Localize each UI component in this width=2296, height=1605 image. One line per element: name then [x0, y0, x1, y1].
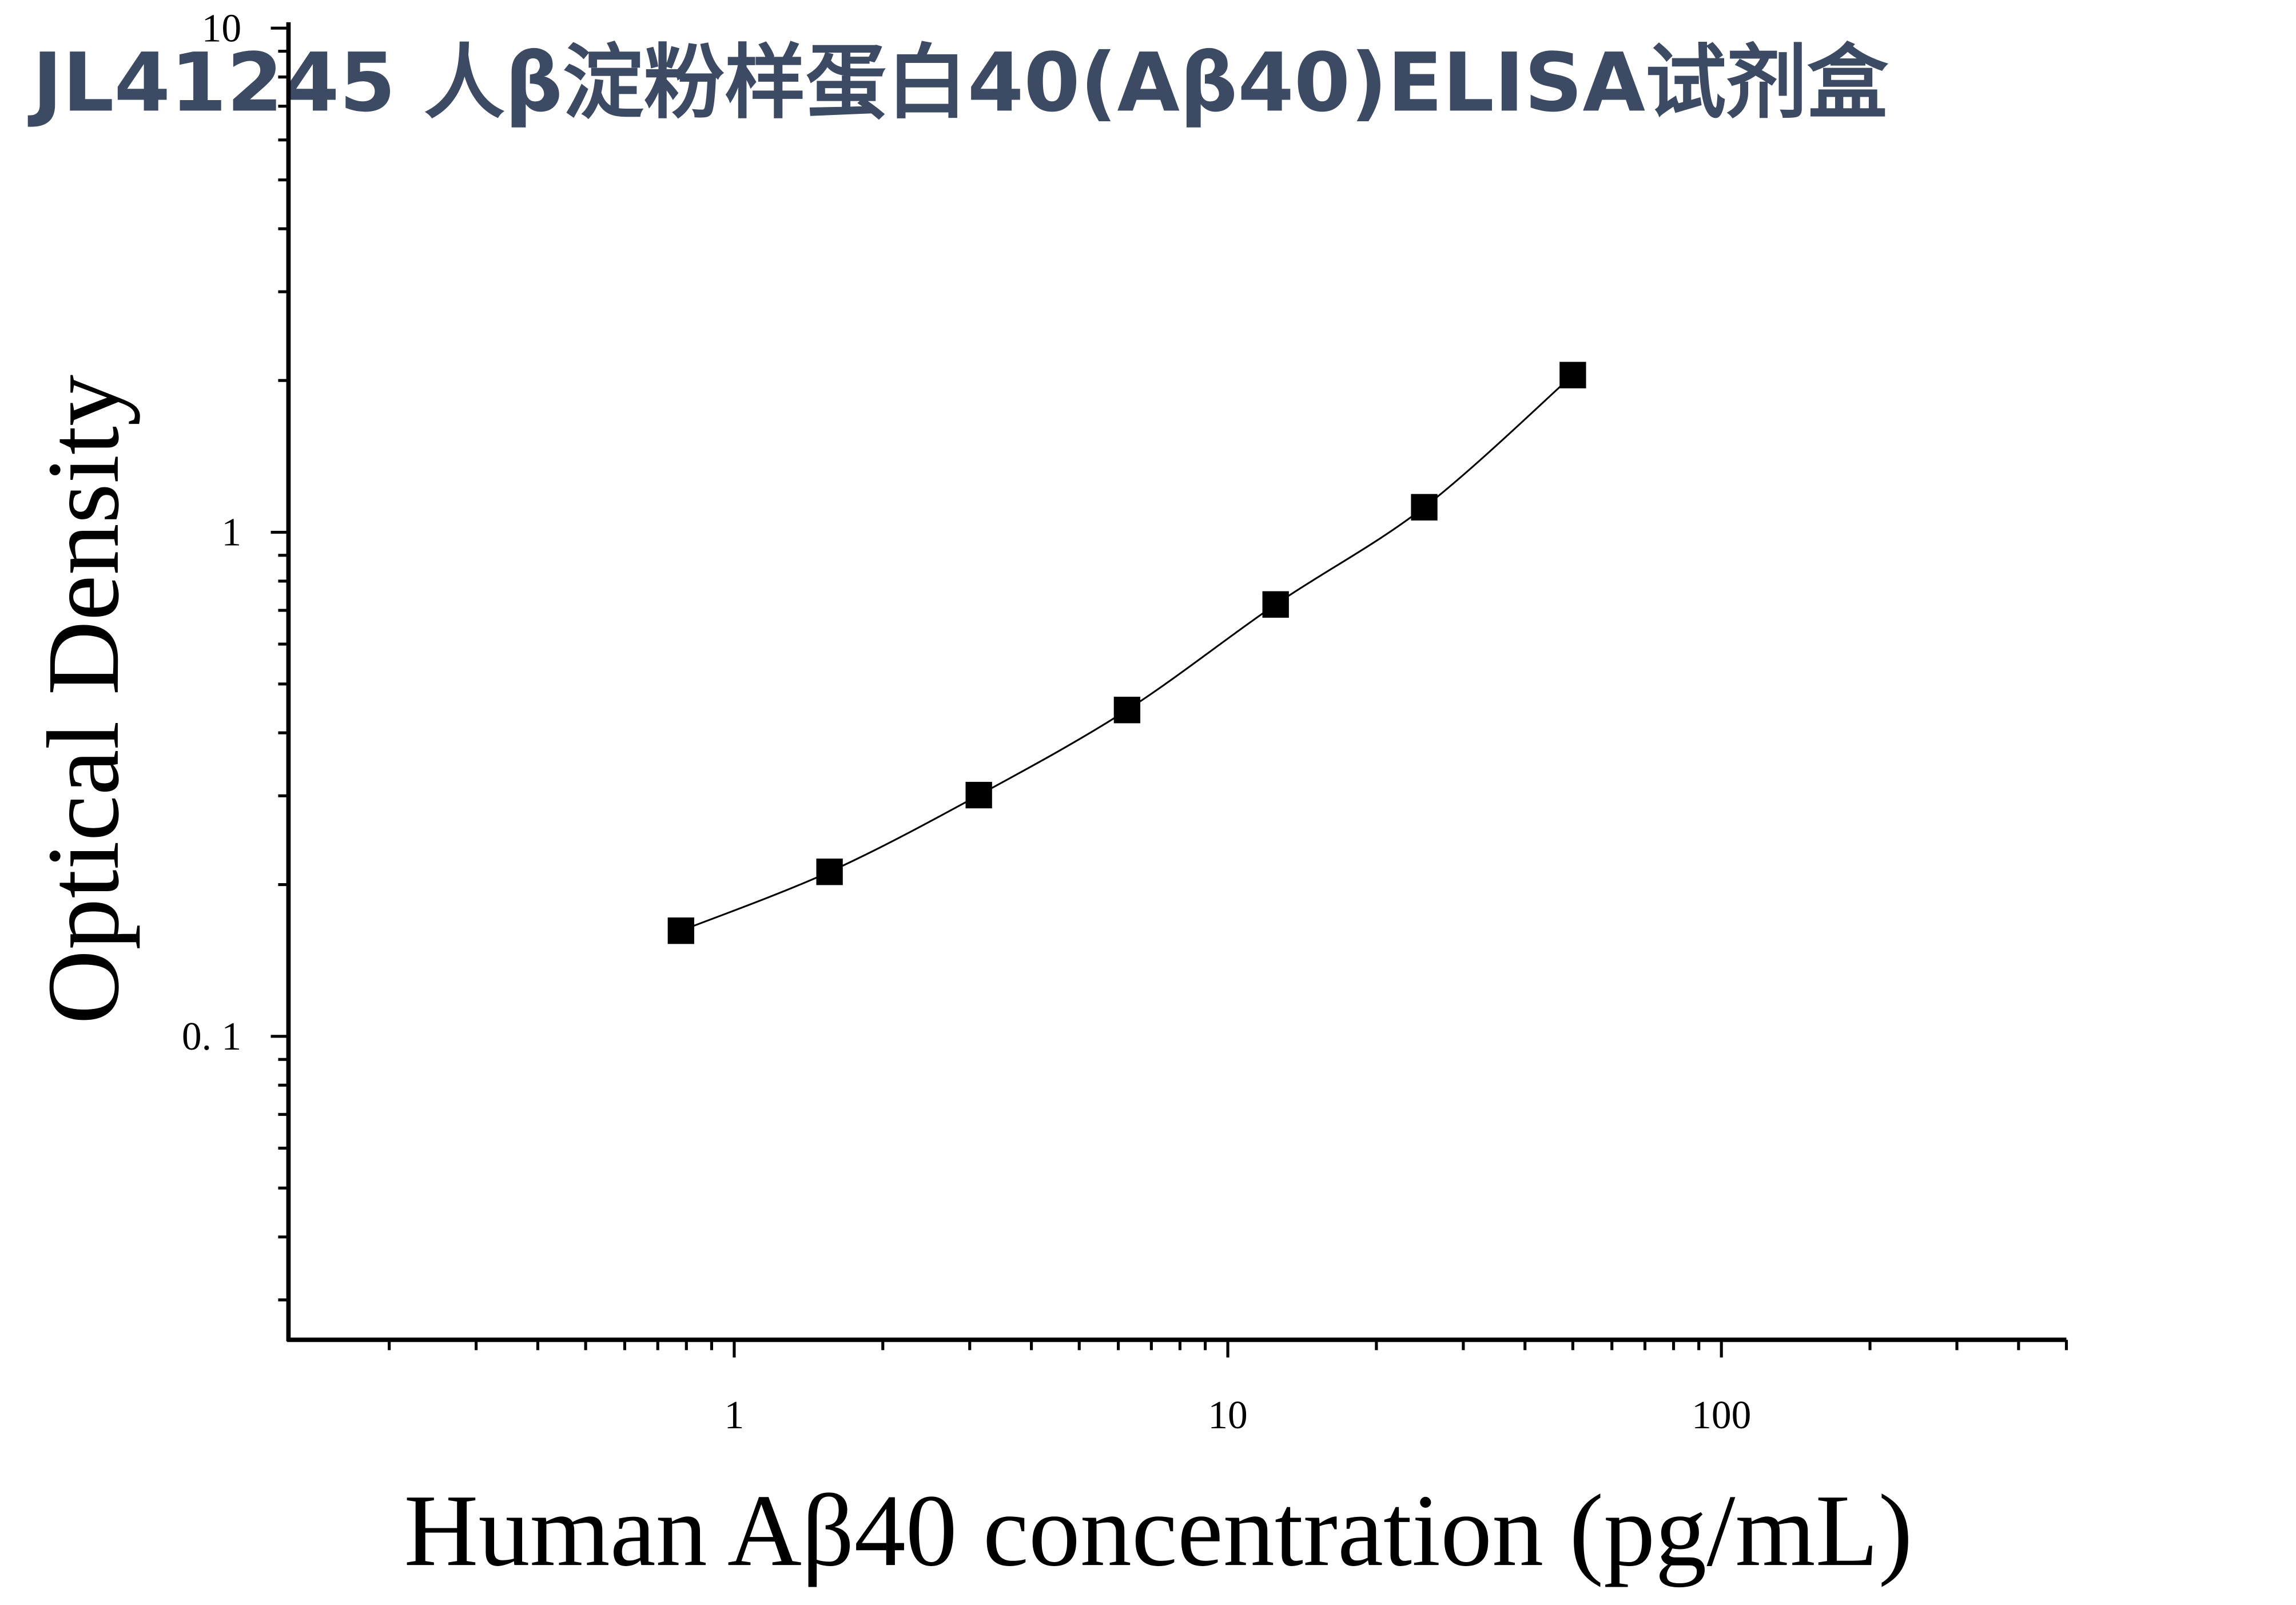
data-point	[816, 859, 843, 885]
x-tick-label: 100	[1692, 1393, 1751, 1437]
data-point	[1262, 591, 1289, 618]
y-axis-title: Optical Density	[26, 375, 140, 1024]
fit-curve	[681, 374, 1574, 932]
y-tick-label: 0. 1	[182, 1015, 241, 1059]
data-point	[1113, 697, 1141, 724]
y-tick-label: 1	[221, 511, 241, 555]
y-tick-label: 10	[202, 6, 241, 50]
data-point	[667, 917, 694, 944]
x-tick-label: 1	[725, 1393, 745, 1437]
chart-title: JL41245 人β淀粉样蛋白40(Aβ40)ELISA试剂盒	[28, 36, 1889, 130]
data-point	[1411, 494, 1438, 521]
data-point	[1559, 361, 1586, 388]
data-point	[965, 781, 992, 809]
x-tick-label: 10	[1208, 1393, 1247, 1437]
x-axis-title: Human Aβ40 concentration (pg/mL)	[404, 1473, 1912, 1587]
